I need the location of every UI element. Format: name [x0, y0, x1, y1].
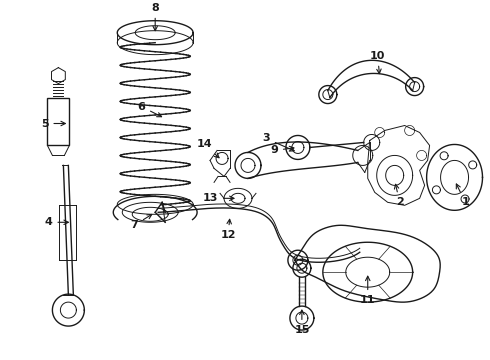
Text: 12: 12 [220, 219, 236, 240]
Text: 6: 6 [137, 102, 162, 117]
Text: 4: 4 [45, 217, 68, 227]
Bar [48, 98, 70, 145]
Text: 10: 10 [370, 51, 386, 73]
Text: 5: 5 [41, 118, 65, 129]
Text: 1: 1 [456, 184, 469, 207]
Text: 7: 7 [130, 215, 152, 230]
Text: 9: 9 [270, 145, 294, 156]
Text: 2: 2 [394, 184, 404, 207]
Text: 15: 15 [294, 310, 310, 335]
Text: 3: 3 [262, 134, 294, 151]
Text: 14: 14 [196, 139, 219, 158]
Text: 13: 13 [203, 193, 234, 203]
Text: 8: 8 [151, 3, 159, 31]
Text: 11: 11 [360, 276, 375, 305]
